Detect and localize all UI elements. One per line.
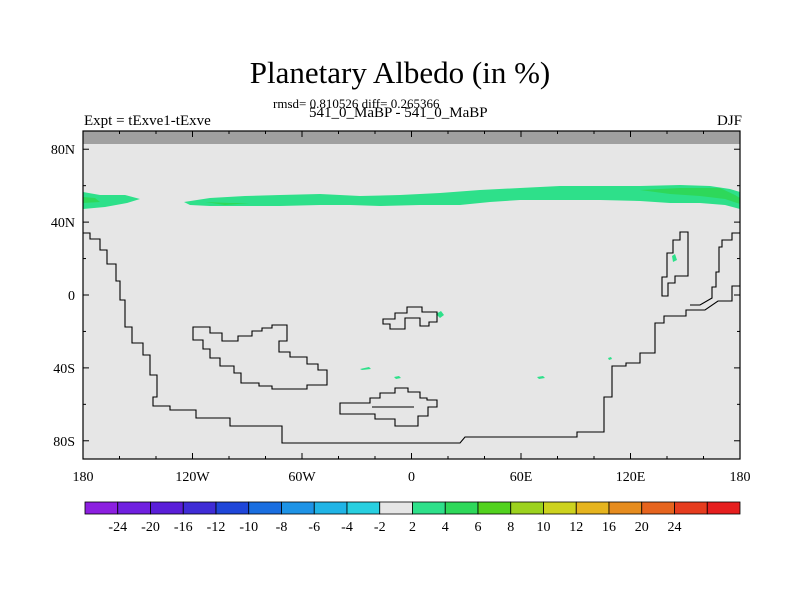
colorbar-swatch	[510, 501, 544, 515]
colorbar-label: 2	[409, 520, 416, 535]
colorbar-swatch	[248, 501, 282, 515]
colorbar-label: 20	[635, 520, 649, 535]
colorbar-label: -4	[341, 520, 353, 535]
colorbar-label: 4	[442, 520, 449, 535]
y-tick-label: 80N	[51, 143, 75, 158]
colorbar-swatch	[641, 501, 675, 515]
experiment-label: Expt = tExve1-tExve	[84, 113, 211, 129]
colorbar-swatch	[281, 501, 315, 515]
axes: 180 120W 60W 0 60E 120E 180 80N 40N 0 40S 80S	[51, 131, 751, 485]
colorbar-label: -10	[239, 520, 258, 535]
colorbar-swatch	[150, 501, 184, 515]
x-tick-label: 60E	[510, 470, 533, 485]
colorbar-swatch	[706, 501, 741, 515]
albedo-band-inner	[83, 188, 740, 205]
colorbar-swatch	[182, 501, 217, 515]
x-tick-label: 60W	[288, 470, 316, 485]
x-tick-label: 180	[730, 470, 751, 485]
colorbar-label: -16	[174, 520, 193, 535]
x-tick-label: 120E	[616, 470, 646, 485]
missing-data-band	[83, 131, 740, 144]
experiment-names: 541_0_MaBP - 541_0_MaBP	[309, 105, 488, 121]
colorbar-label: -20	[141, 520, 160, 535]
x-tick-label: 120W	[175, 470, 210, 485]
colorbar-swatch	[444, 501, 479, 515]
colorbar-label: -24	[108, 520, 127, 535]
colorbar-swatch	[412, 501, 446, 515]
continent-outlines	[83, 231, 740, 444]
colorbar-swatch	[215, 501, 250, 515]
colorbar-swatch	[346, 501, 381, 515]
chart-title: Planetary Albedo (in %)	[249, 55, 551, 90]
colorbar: -24 -20 -16 -12 -10 -8 -6 -4 -2 2 4 6 8 10 12 16 20 24	[84, 501, 741, 535]
colorbar-label: 8	[507, 520, 514, 535]
colorbar-swatch	[379, 501, 413, 515]
y-tick-label: 40S	[53, 362, 75, 377]
colorbar-swatch	[117, 501, 151, 515]
colorbar-swatch	[543, 501, 577, 515]
colorbar-swatch	[674, 501, 708, 515]
x-tick-label: 180	[73, 470, 94, 485]
colorbar-swatch	[608, 501, 643, 515]
stats-line: rmsd= 0.810526 diff= 0.265366	[273, 96, 440, 111]
colorbar-label: -6	[308, 520, 320, 535]
colorbar-label: 10	[537, 520, 551, 535]
colorbar-label: -2	[374, 520, 386, 535]
colorbar-swatch	[84, 501, 119, 515]
y-tick-label: 0	[68, 289, 75, 304]
season-label: DJF	[716, 113, 742, 129]
y-tick-label: 40N	[51, 216, 75, 231]
colorbar-swatch	[477, 501, 512, 515]
plot-area	[83, 131, 740, 459]
colorbar-label: 12	[569, 520, 583, 535]
colorbar-label: -8	[276, 520, 288, 535]
colorbar-label: 24	[668, 520, 682, 535]
map-background	[83, 131, 740, 459]
x-tick-label: 0	[408, 470, 415, 485]
colorbar-swatch	[575, 501, 610, 515]
colorbar-swatch	[313, 501, 348, 515]
colorbar-label: 6	[475, 520, 482, 535]
colorbar-label: -12	[207, 520, 226, 535]
y-tick-label: 80S	[53, 435, 75, 450]
colorbar-label: 16	[602, 520, 616, 535]
